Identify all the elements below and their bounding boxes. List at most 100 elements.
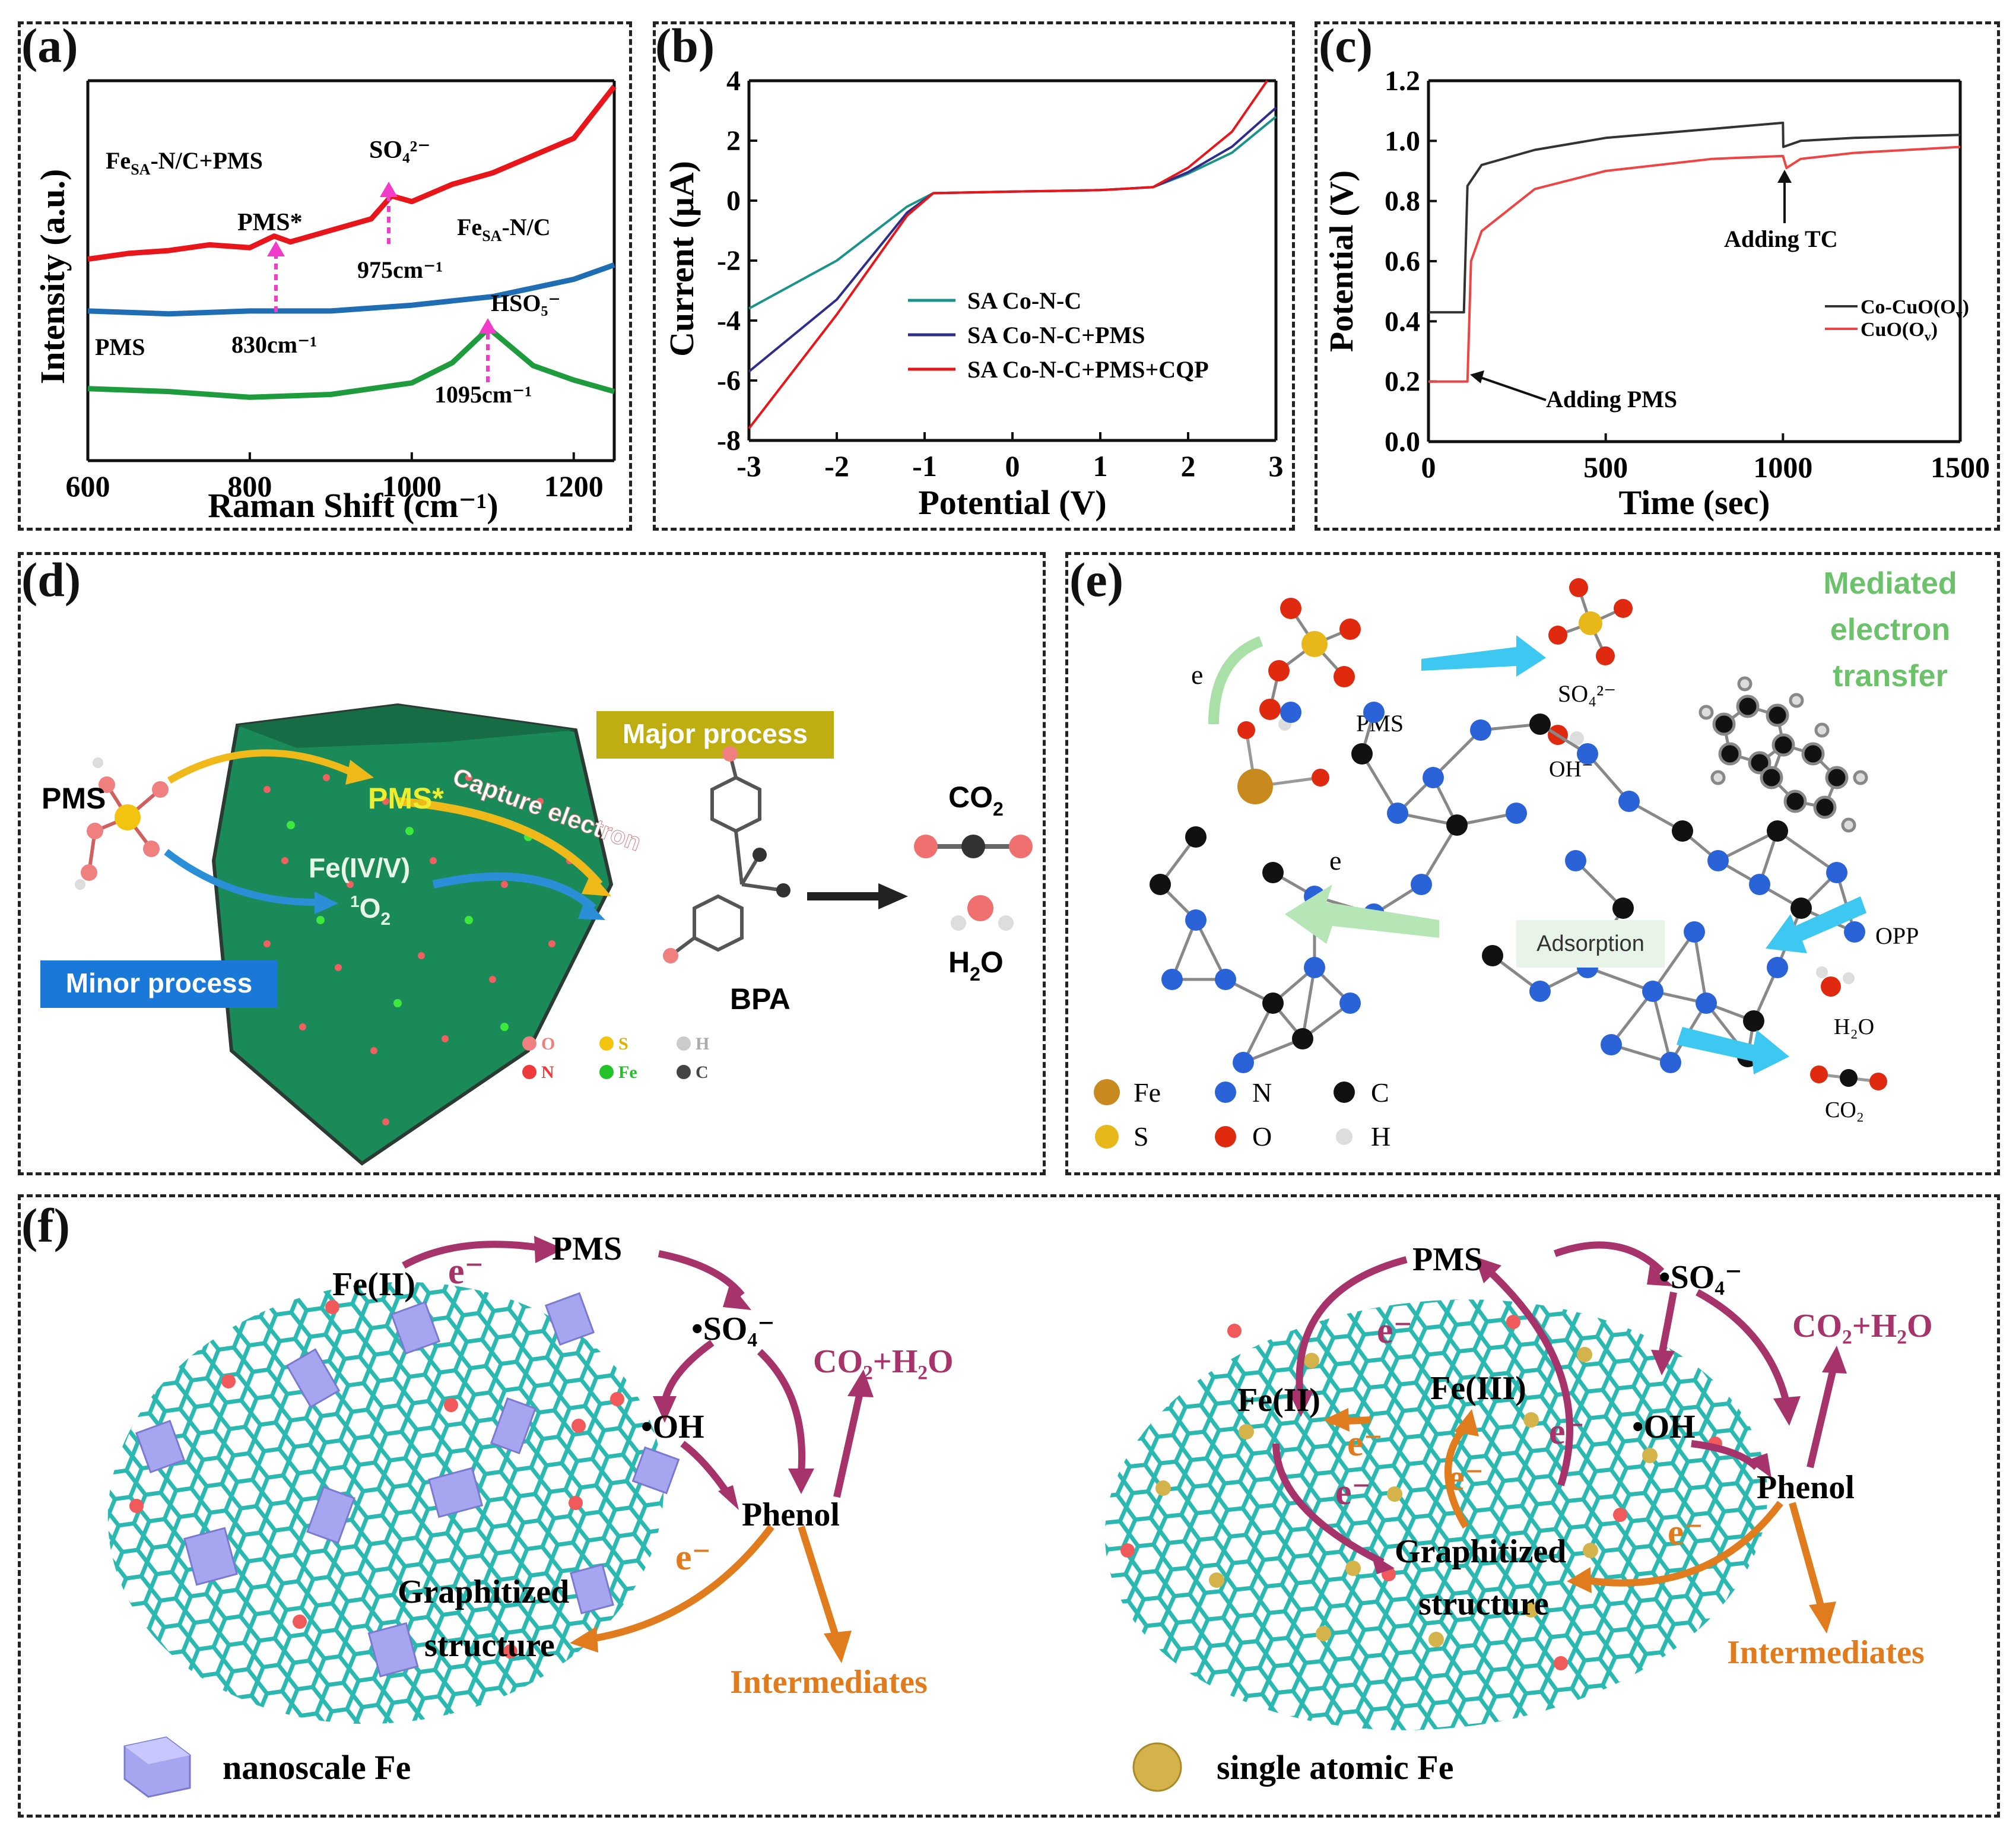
y-tick-label: 4 (726, 65, 741, 97)
e-mediated-1: Mediated (1823, 566, 1957, 601)
chart-a-arrows (267, 182, 497, 382)
f-right-e5: e⁻ (1335, 1472, 1371, 1512)
f-left-phenol: Phenol (742, 1496, 840, 1533)
e-co2-molecule (1810, 1065, 1887, 1090)
network-bond (1610, 990, 1654, 1046)
panel-b (653, 21, 1295, 531)
network-atom (1696, 992, 1717, 1014)
network-atom (1660, 1052, 1681, 1073)
minor-arrow-2 (432, 872, 596, 912)
panel-label-e: (e) (1069, 553, 1124, 607)
chart-a-series-label-1: FeSA-N/C (457, 214, 551, 245)
y-tick-label: 1.0 (1385, 125, 1420, 157)
x-tick-label: 0 (1005, 449, 1020, 483)
network-atom (1161, 969, 1183, 990)
network-bond (1432, 729, 1482, 779)
e-so4-label: SO₄²⁻ (1558, 680, 1616, 707)
f-right-legend-label: single atomic Fe (1217, 1748, 1453, 1787)
chart-c-arrow-pms (1470, 370, 1547, 401)
e-legend-1: N (1252, 1077, 1272, 1108)
network-atom (1482, 945, 1503, 966)
chart-c-legend-0: Co-CuO(Ov) (1861, 296, 1969, 321)
minor-process-label: Minor process (66, 968, 252, 998)
e-mediated-3: transfer (1833, 659, 1948, 693)
f-right-graphene (1104, 1299, 1768, 1730)
network-atom (1577, 743, 1598, 765)
panel-c (1315, 21, 2000, 531)
network-atom (1642, 981, 1663, 1002)
f-right-phenol: Phenol (1757, 1469, 1855, 1506)
d-legend-4: Fe (618, 1063, 637, 1082)
network-atom (1363, 702, 1385, 723)
panel-label-f: (f) (21, 1198, 70, 1252)
d-pms-label: PMS (42, 782, 106, 815)
catalyst-dots (263, 774, 573, 1125)
series-line-0 (87, 84, 617, 262)
f-left-arrowheads (534, 1236, 874, 1663)
minor-process-box (40, 960, 278, 1008)
chart-a-annot-hso5: HSO₅⁻ (491, 290, 561, 316)
network-atom (1262, 862, 1284, 883)
f-left-arrows (402, 1241, 864, 1643)
f-left-pms: PMS (552, 1231, 622, 1267)
f-left-e: e⁻ (448, 1251, 484, 1292)
f-right-e2: e⁻ (1549, 1412, 1585, 1452)
d-legend-2: H (696, 1034, 709, 1054)
chart-a-annot-1095: 1095cm⁻¹ (434, 381, 532, 408)
e-opp-molecule (1698, 676, 1868, 833)
network-atom (1150, 874, 1171, 895)
series-line-2 (748, 80, 1268, 430)
network-atom (1684, 921, 1705, 943)
catalyst-top-face (237, 705, 576, 748)
f-left-legend-icon (123, 1736, 191, 1798)
f-left-graphene (107, 1282, 664, 1724)
y-tick-label: 1.2 (1385, 65, 1420, 97)
series-line-0 (1428, 121, 1961, 314)
network-atom (1672, 820, 1693, 842)
e-co2-label: CO₂ (1825, 1098, 1864, 1122)
e-legend-4: O (1252, 1121, 1272, 1152)
network-bond (1693, 931, 1708, 1004)
f-right-red-dots (1120, 1315, 1722, 1670)
bpa-molecule (663, 746, 790, 963)
x-tick-label: 1200 (544, 470, 604, 503)
f-left-legend-label: nanoscale Fe (223, 1748, 411, 1787)
panel-e (1065, 552, 2000, 1175)
network-atom (1826, 862, 1847, 883)
f-right-arrowheads (1288, 1257, 1847, 1634)
chart-c-annot-tc: Adding TC (1724, 226, 1838, 252)
series-line-0 (748, 116, 1277, 310)
chart-a: 600 800 1000 1200 Intensity (a.u.) Raman Sh… (33, 79, 617, 525)
chart-a-annot-830: 830cm⁻¹ (231, 331, 317, 358)
e-legend-2: C (1371, 1077, 1389, 1108)
chart-a-annot-975: 975cm⁻¹ (357, 256, 443, 283)
x-tick-label: 3 (1269, 449, 1284, 483)
e-legend-0: Fe (1134, 1077, 1161, 1108)
y-tick-label: 0.8 (1385, 186, 1420, 217)
panel-label-c: (c) (1319, 18, 1373, 72)
d-pmsstar-label: PMS* (368, 782, 444, 815)
f-right-e3: e⁻ (1347, 1423, 1383, 1464)
network-atom (1411, 874, 1432, 895)
x-tick-label: 800 (227, 470, 272, 503)
f-left-labels: Fe(II) e⁻ PMS •SO₄⁻ CO₂+H₂O •OH Phenol e… (332, 1231, 954, 1701)
x-tick-label: -3 (736, 449, 761, 483)
network-atom (1351, 743, 1373, 765)
y-tick-label: -4 (717, 305, 741, 337)
panel-label-b: (b) (655, 18, 715, 72)
network-atom (1612, 898, 1634, 919)
major-arrow-1 (167, 749, 352, 784)
y-tick-label: 0 (726, 185, 741, 217)
e-mediated-2: electron (1830, 613, 1950, 647)
f-left-red-dots (129, 1300, 624, 1658)
network-atom (1304, 957, 1325, 978)
panel-a (18, 21, 632, 531)
f-right-e4: e⁻ (1448, 1458, 1484, 1498)
y-tick-label: 0.2 (1385, 366, 1420, 398)
network-bond (1242, 1002, 1275, 1064)
network-bond (1574, 860, 1624, 909)
f-left-co2h2o: CO₂+H₂O (813, 1343, 954, 1380)
network-atom (1387, 803, 1408, 824)
network-bond (1717, 829, 1779, 862)
y-tick-label: -6 (717, 365, 741, 397)
